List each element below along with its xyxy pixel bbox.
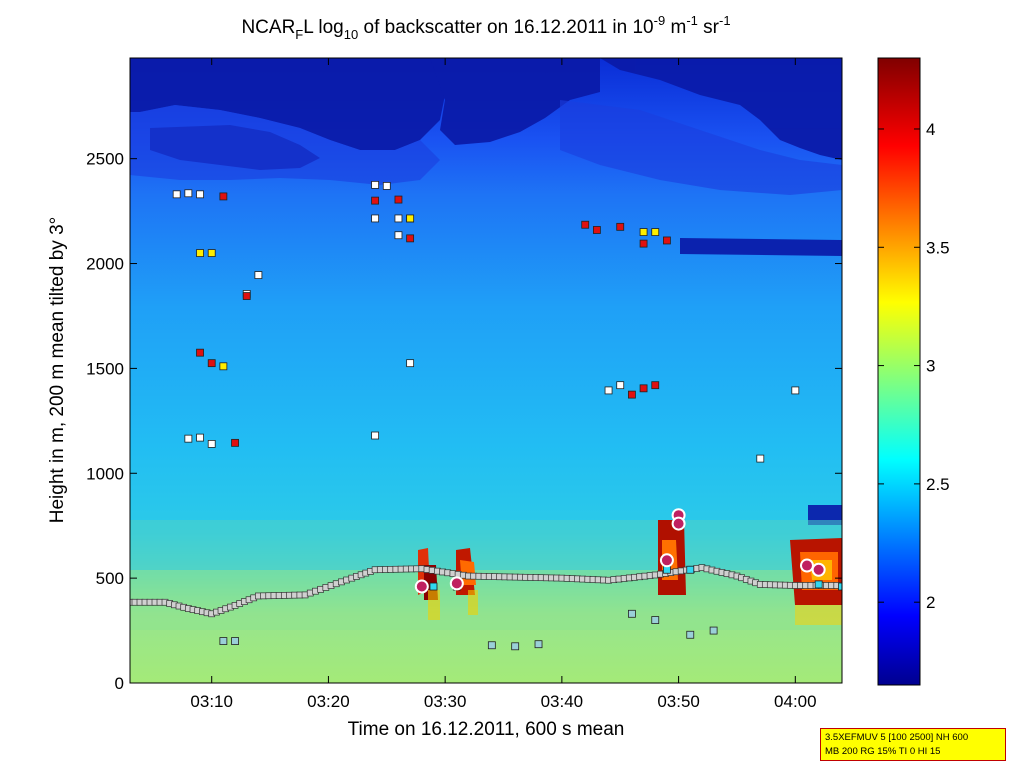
red-marker [663,236,671,245]
yellow-marker [219,362,228,371]
white-marker [394,214,403,223]
colorbar-tick-label: 3 [926,357,935,376]
y-axis: 0 500 1000 1500 2000 2500 [86,150,842,693]
circle-marker [449,576,464,591]
circle-marker [799,558,814,573]
white-marker [382,182,391,190]
white-marker [254,271,263,279]
white-marker [371,214,380,223]
info-box: 3.5XEFMUV 5 [100 2500] NH 600 MB 200 RG … [820,728,1006,761]
x-axis: 03:10 03:20 03:30 03:40 03:50 04:00 [190,58,817,711]
red-marker [207,359,216,368]
heatmap-upper-mid-regions [130,100,842,195]
red-marker [231,438,239,447]
y-tick-label: 0 [115,674,124,693]
yellow-marker [207,249,216,257]
cyan-marker [814,580,823,589]
cyan-marker [429,582,438,591]
white-marker [184,434,193,443]
red-marker [651,381,660,390]
circle-marker [659,553,674,568]
cyan-marker [838,582,842,591]
cyan-marker [686,565,695,574]
white-marker [394,231,403,240]
low-cloud-marker [628,609,636,618]
x-tick-label: 03:40 [541,692,584,711]
x-tick-label: 03:10 [190,692,233,711]
white-marker [371,431,380,440]
white-marker [791,386,800,395]
white-marker [207,440,216,448]
colorbar-tick-label: 4 [926,120,935,139]
red-marker [371,196,380,205]
x-tick-label: 03:20 [307,692,350,711]
plot-area [130,58,842,683]
white-marker [406,359,415,368]
info-line-2: MB 200 RG 15% TI 0 HI 15 [825,746,941,757]
colorbar [877,57,921,686]
low-cloud-marker [487,641,496,650]
red-marker [639,239,648,248]
red-marker [242,292,251,300]
y-tick-label: 1000 [86,464,124,483]
y-axis-title: Height in m, 200 m mean tilted by 3° [47,217,68,523]
y-tick-label: 500 [96,569,124,588]
circle-marker [671,516,686,531]
red-marker [616,222,625,231]
red-marker [581,220,590,229]
low-cloud-marker [511,642,520,651]
colorbar-ticks: 2 2.5 3 3.5 4 [878,120,950,612]
red-marker [592,226,601,234]
yellow-marker [196,249,204,257]
red-marker [219,192,228,201]
y-tick-label: 2000 [86,255,124,274]
red-marker [639,384,648,393]
overlay-markers [130,180,842,651]
circle-marker [414,579,429,594]
white-marker [371,180,380,189]
plot-frame [129,57,843,684]
low-cloud-marker [651,616,660,624]
red-marker [406,234,415,243]
x-tick-label: 04:00 [774,692,817,711]
yellow-marker [406,214,415,223]
chart-title: NCARFL log10 of backscatter on 16.12.201… [241,13,730,42]
y-tick-label: 1500 [86,359,124,378]
low-cloud-marker [231,637,239,645]
white-marker [756,454,765,463]
red-marker [394,195,403,204]
colorbar-tick-label: 2.5 [926,475,950,494]
low-cloud-marker [534,640,543,649]
white-marker [616,381,625,390]
colorbar-tick-label: 2 [926,593,935,612]
white-marker [196,190,204,199]
red-marker [628,390,636,399]
x-tick-label: 03:30 [424,692,467,711]
low-cloud-marker [709,626,718,635]
x-tick-label: 03:50 [657,692,700,711]
info-line-1: 3.5XEFMUV 5 [100 2500] NH 600 [825,732,969,743]
white-marker [172,190,181,199]
white-marker [196,433,204,442]
low-cloud-marker [686,630,695,639]
red-marker [196,348,204,357]
y-tick-label: 2500 [86,150,124,169]
white-marker [184,189,193,198]
white-marker [604,386,613,395]
low-cloud-marker [219,637,228,645]
colorbar-tick-label: 3.5 [926,238,950,257]
x-axis-title: Time on 16.12.2011, 600 s mean [348,719,625,740]
circle-marker [811,562,826,577]
yellow-marker [651,228,660,236]
yellow-marker [639,228,648,236]
